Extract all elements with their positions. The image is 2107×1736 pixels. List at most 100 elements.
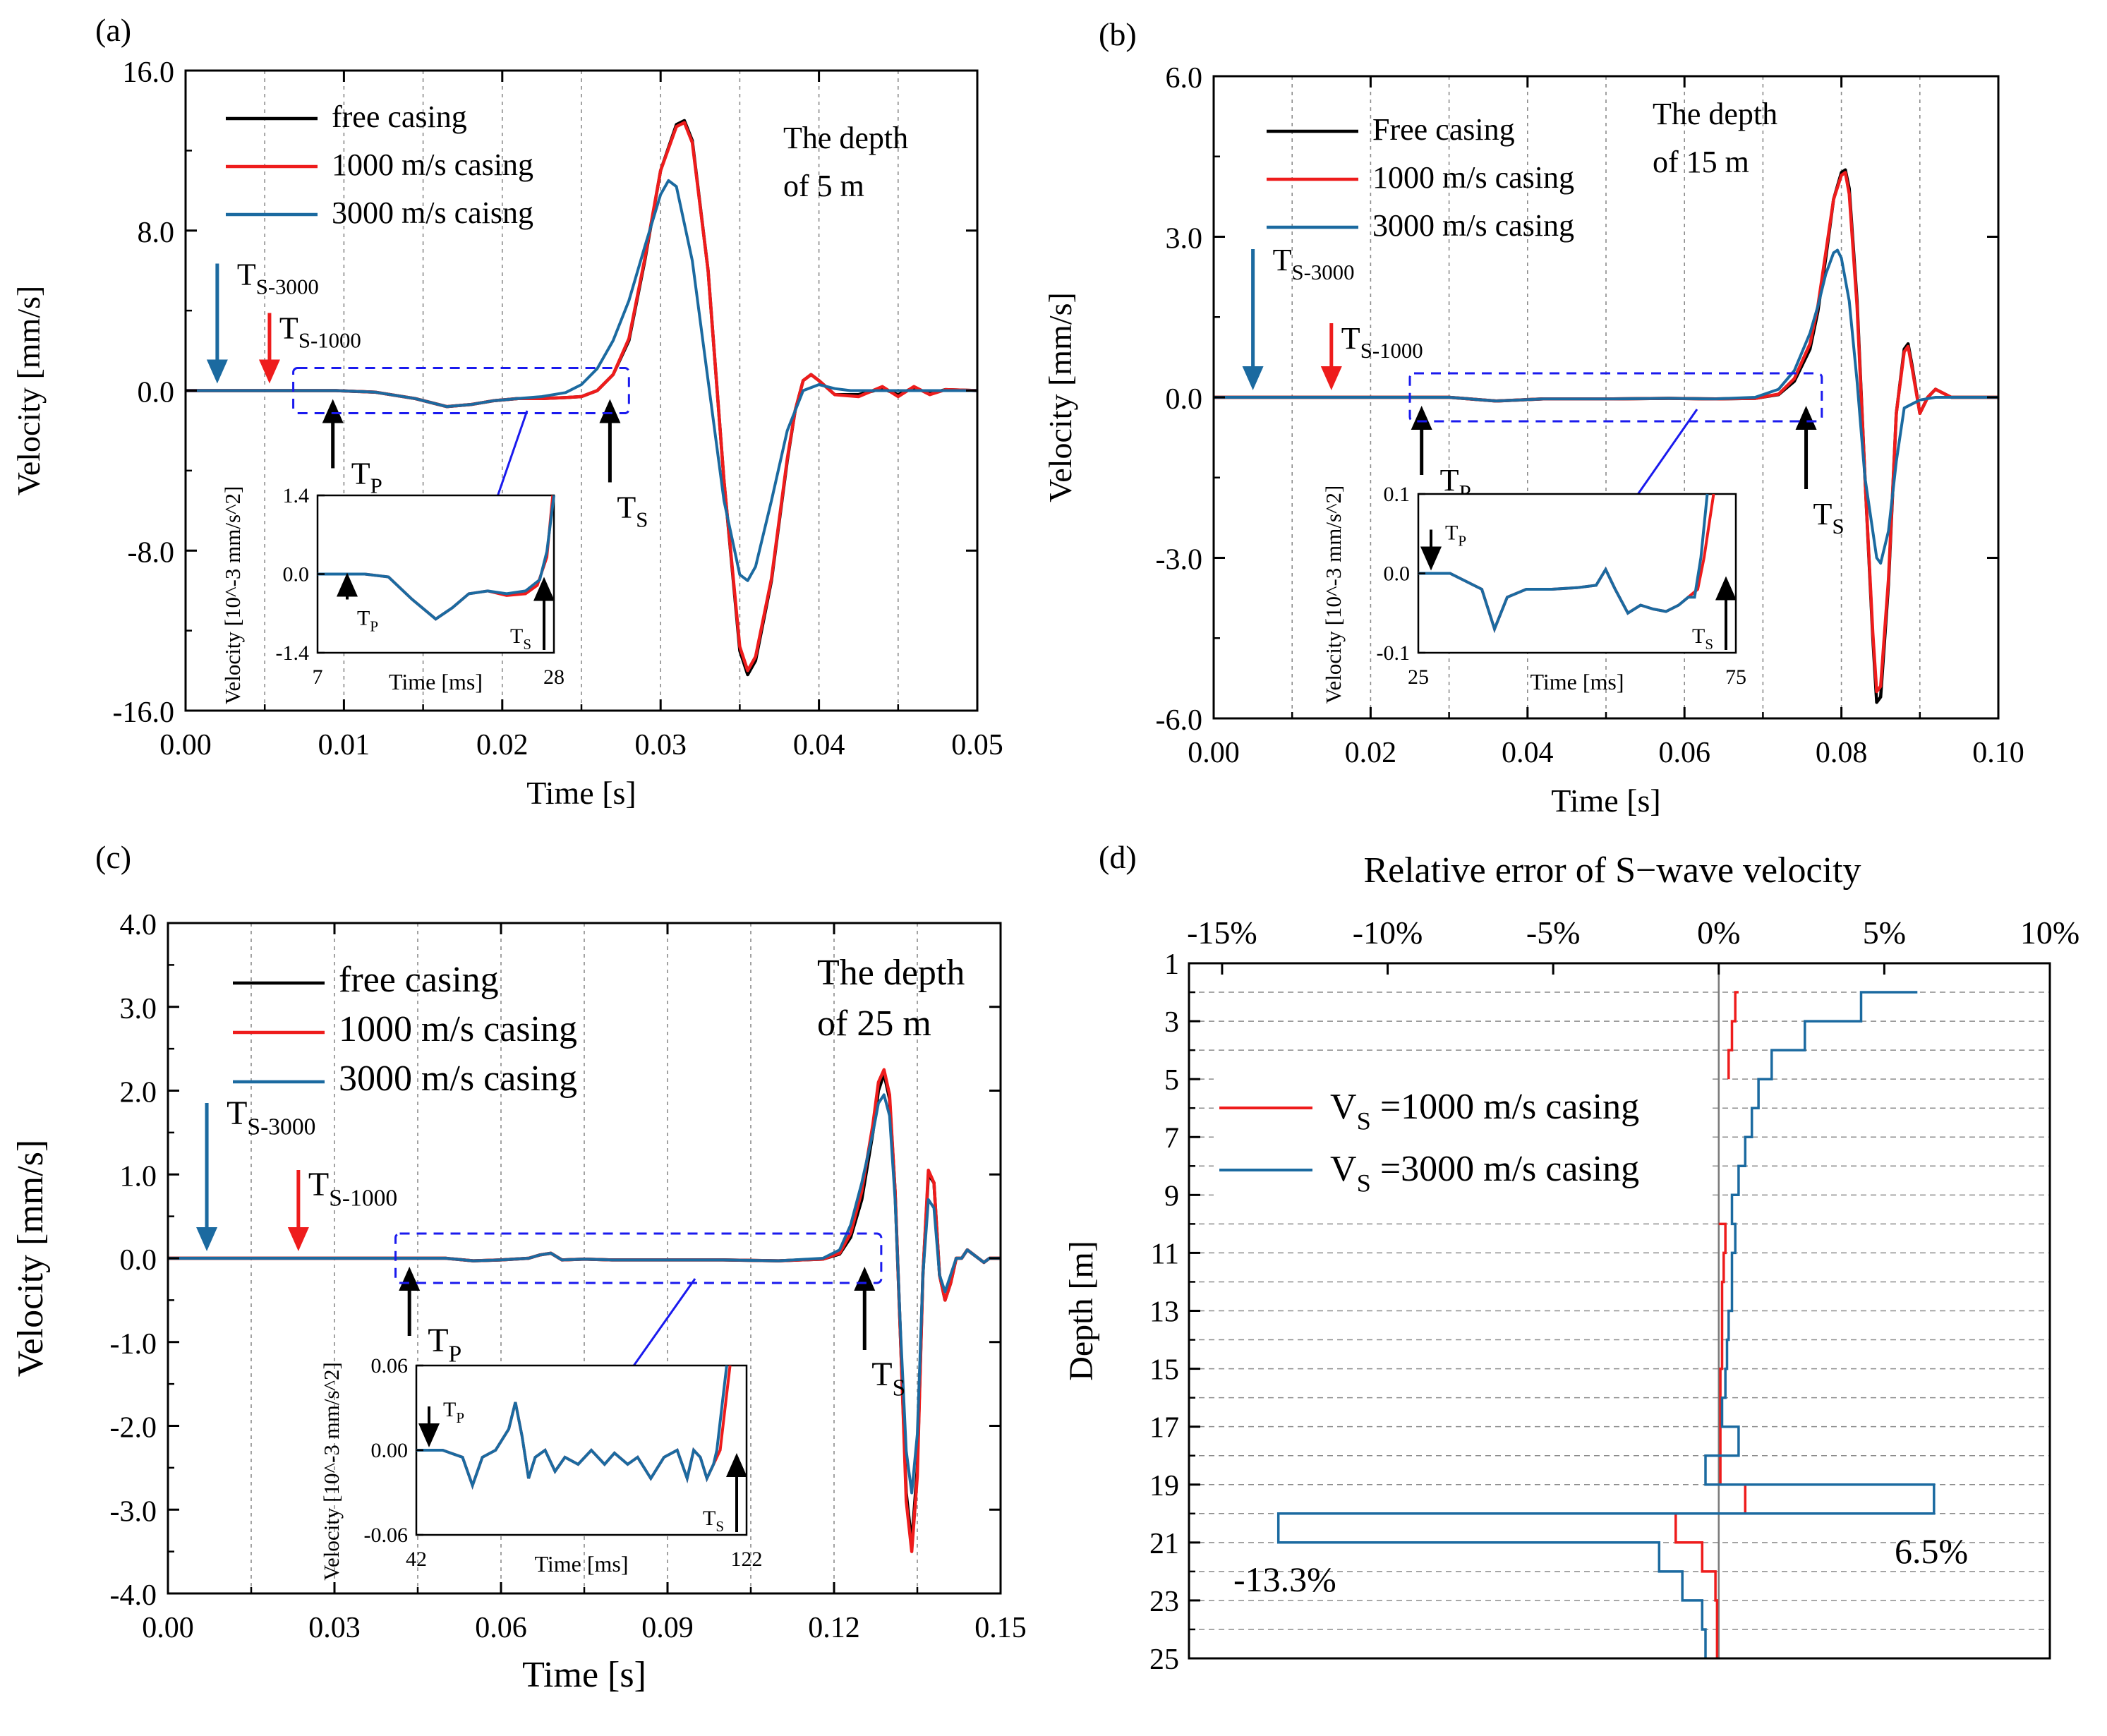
inset-label-ts-main: T [1692,625,1705,648]
inset-y-axis-label: Velocity [10^-3 mm/s^2] [220,486,245,705]
arrow-ts3000-head [196,1227,218,1251]
y-tick-label: 9 [1164,1180,1179,1212]
inset-x-tick-label: 25 [1408,665,1429,689]
x-tick-label: 0.03 [634,729,687,761]
inset-label-ts: TS [1692,625,1713,653]
legend-bg [1214,1073,1711,1198]
inset-y-tick-label: 0.06 [371,1354,409,1378]
inset-label-tp-main: T [443,1398,456,1421]
arrow-ts-head [854,1267,876,1291]
zoom-box [394,1232,883,1284]
inset-y-tick-label: -0.06 [364,1524,409,1547]
value-label: -13.3% [1233,1560,1336,1599]
arrow-ts1000-head [287,1227,309,1251]
inset-series-1 [318,495,555,621]
y-tick-label: 11 [1151,1238,1179,1270]
x-tick-label: 0.03 [308,1612,361,1644]
arrow-ts1000-head [258,359,280,384]
legend-label: VS =3000 m/s casing [1330,1149,1639,1198]
x-tick-label: 0.00 [142,1612,194,1644]
legend-label: 1000 m/s casing [1372,160,1574,195]
y-tick-label: 0.0 [1166,383,1203,416]
y-tick-label: 15 [1149,1354,1179,1387]
y-tick-label: -16.0 [113,697,175,729]
y-tick-label: 3 [1164,1006,1179,1039]
y-tick-label: -1.0 [110,1328,157,1361]
legend-label: 1000 m/s casing [339,1009,577,1049]
x-tick-label: 5% [1863,915,1906,951]
label-ts-main: T [617,490,636,525]
y-tick-label: 17 [1149,1412,1179,1445]
y-tick-label: 13 [1149,1296,1179,1329]
label-ts1000-sub: S-1000 [329,1185,397,1211]
y-tick-label: -8.0 [128,536,175,569]
inset-arrow-ts-head [726,1453,747,1477]
y-tick-label: 3.0 [120,993,157,1025]
inset-label-tp: TP [443,1398,464,1426]
value-label: 6.5% [1895,1531,1968,1571]
label-ts: TS [1813,497,1845,538]
inset-arrow-tp-head [1420,546,1442,571]
top-axis-title: Relative error of S−wave velocity [1363,850,1861,891]
label-tp: TP [351,457,382,498]
label-ts3000-main: T [1273,243,1292,277]
x-tick-label: 0.04 [793,729,845,761]
inset-x-axis-label: Time [ms] [389,669,483,694]
depth-note: of 5 m [783,169,864,203]
x-tick-label: 0.10 [1972,737,2024,769]
label-ts1000: TS-1000 [279,311,361,353]
legend-label-sub: S [1357,1169,1371,1198]
legend-label-main: V [1330,1149,1357,1189]
inset-label-ts-sub: S [716,1518,724,1535]
depth-note: The depth [1653,97,1777,131]
inset-y-tick-label: 0.00 [371,1439,409,1462]
y-tick-label: -2.0 [110,1412,157,1445]
inset-label-tp: TP [1445,522,1466,550]
label-tp-sub: P [370,474,382,498]
inset-label-tp-main: T [1445,522,1458,545]
label-ts-sub: S [1832,514,1844,538]
zoom-box [292,367,630,414]
panel-d: (d) Relative error of S−wave velocity -15%… [1063,839,2079,1676]
x-tick-label: 0.04 [1502,737,1554,769]
legend-label: Free casing [1372,112,1515,147]
label-ts1000: TS-1000 [308,1166,397,1211]
x-tick-label: 0.15 [974,1612,1027,1644]
inset-y-tick-label: 1.4 [283,484,310,507]
x-axis-label: Time [s] [526,775,636,811]
label-ts3000-sub: S-3000 [1291,260,1354,284]
label-ts3000: TS-3000 [1273,243,1355,284]
x-tick-label: 0.00 [1188,737,1240,769]
label-tp-sub: P [449,1341,462,1367]
panel-a: (a) 0.00 0.01 0.02 0.03 0.04 0.05 -16.0 -8.0 0.0 8… [11,12,1003,811]
arrow-tp-head [1411,406,1432,430]
inset-label-ts-main: T [510,625,523,648]
y-tick-label: 23 [1149,1586,1179,1618]
inset-label-tp-sub: P [1458,533,1466,550]
legend-label-rest: =1000 m/s casing [1371,1087,1639,1127]
x-tick-label: 0.06 [1658,737,1710,769]
legend-label: free casing [339,960,499,1000]
arrow-ts3000-head [1242,366,1264,390]
label-ts1000-main: T [1341,321,1360,356]
inset-x-tick-label: 42 [406,1548,427,1571]
series-line-2 [186,179,977,582]
panel-b: (b) 0.00 0.02 0.04 0.06 0.08 0.10 -6.0 -3.0 0.0 3.… [1042,16,2024,819]
x-tick-label: 0.08 [1816,737,1868,769]
inset-x-tick-label: 122 [731,1548,763,1571]
zoom-box [1408,372,1823,423]
arrow-ts3000-head [206,359,228,384]
x-tick-label: 0.09 [641,1612,694,1644]
y-tick-label: -3.0 [110,1495,157,1528]
inset-label-ts-main: T [703,1507,716,1530]
x-tick-label: 0.01 [318,729,370,761]
inset-label-tp-sub: P [456,1409,464,1426]
x-tick-label: -15% [1187,915,1257,951]
y-tick-label: 3.0 [1166,223,1203,255]
inset-arrow-ts-head [533,577,555,601]
label-tp-main: T [351,457,370,491]
series-line-2 [1214,248,1998,565]
step-series-0 [1674,1222,1747,1658]
y-tick-label: -6.0 [1156,704,1203,737]
label-ts1000-main: T [279,311,298,346]
